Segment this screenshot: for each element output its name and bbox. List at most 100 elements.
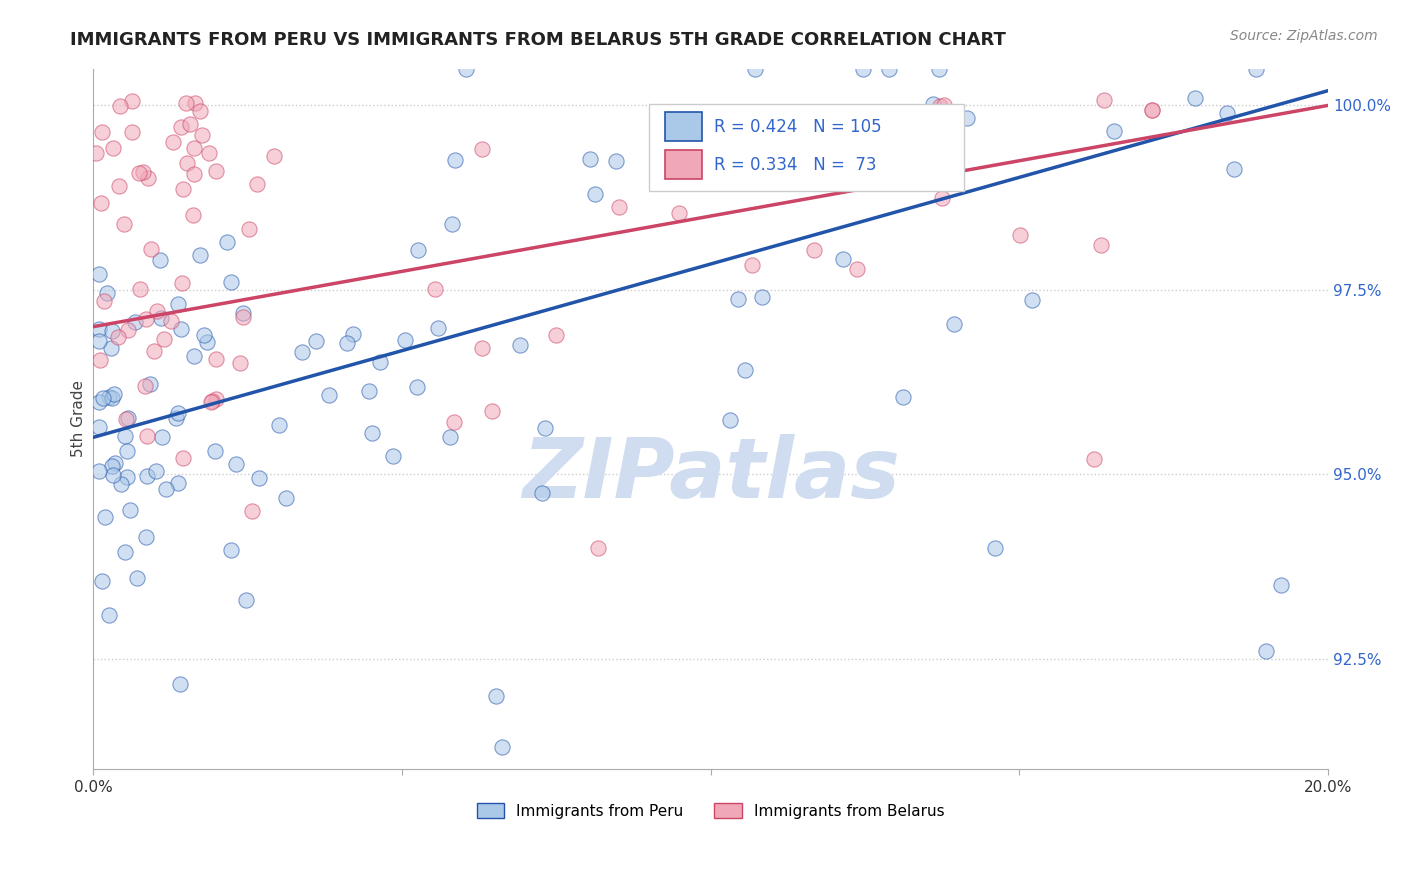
Point bbox=[357, 384, 380, 398]
Point bbox=[184, 95, 207, 110]
Point bbox=[232, 310, 254, 325]
Point bbox=[114, 429, 136, 443]
Point bbox=[605, 153, 627, 168]
Point bbox=[104, 456, 127, 470]
Point bbox=[544, 328, 567, 343]
Point bbox=[891, 390, 914, 404]
Point bbox=[232, 306, 254, 320]
Point bbox=[94, 510, 117, 524]
Point bbox=[101, 458, 124, 473]
Point bbox=[128, 281, 150, 295]
Point bbox=[195, 335, 218, 350]
Point bbox=[491, 740, 513, 755]
Point bbox=[89, 395, 111, 409]
Point bbox=[276, 491, 298, 506]
Point bbox=[103, 387, 125, 401]
Point bbox=[361, 426, 384, 441]
Point bbox=[221, 542, 243, 557]
Point bbox=[162, 135, 184, 149]
Point bbox=[770, 112, 793, 127]
Point bbox=[405, 380, 427, 394]
Point bbox=[125, 571, 148, 585]
Point bbox=[183, 349, 205, 363]
Point bbox=[201, 394, 224, 409]
Point bbox=[534, 421, 557, 435]
Point bbox=[931, 191, 953, 205]
Point bbox=[751, 290, 773, 304]
Point bbox=[115, 411, 138, 425]
Text: R = 0.424   N = 105: R = 0.424 N = 105 bbox=[714, 118, 882, 136]
Point bbox=[183, 141, 205, 155]
Text: R = 0.334   N =  73: R = 0.334 N = 73 bbox=[714, 155, 877, 174]
Point bbox=[89, 464, 111, 478]
Point bbox=[145, 464, 167, 478]
Point bbox=[155, 483, 177, 497]
Point bbox=[727, 293, 749, 307]
Point bbox=[114, 545, 136, 559]
Point bbox=[454, 62, 477, 76]
Point bbox=[150, 430, 173, 444]
Point bbox=[443, 153, 465, 167]
Point bbox=[741, 258, 763, 272]
Point bbox=[166, 406, 188, 420]
Point bbox=[668, 206, 690, 220]
Point bbox=[128, 166, 150, 180]
Point bbox=[91, 125, 114, 139]
Point bbox=[879, 150, 901, 164]
Point bbox=[382, 449, 405, 463]
Point bbox=[215, 235, 238, 249]
Point bbox=[1010, 228, 1032, 243]
Point bbox=[167, 476, 190, 491]
Point bbox=[394, 333, 416, 347]
Point bbox=[149, 252, 172, 267]
Point bbox=[1092, 93, 1115, 107]
Point bbox=[238, 222, 260, 236]
Point bbox=[586, 541, 609, 555]
Point bbox=[169, 676, 191, 690]
Point bbox=[172, 182, 194, 196]
Point bbox=[718, 413, 741, 427]
Point bbox=[406, 243, 429, 257]
Text: Source: ZipAtlas.com: Source: ZipAtlas.com bbox=[1230, 29, 1378, 43]
Point bbox=[443, 415, 465, 429]
Point bbox=[90, 574, 112, 588]
Text: ZIPatlas: ZIPatlas bbox=[522, 434, 900, 516]
Point bbox=[134, 379, 156, 393]
Point bbox=[368, 354, 391, 368]
Point bbox=[170, 120, 193, 134]
Point bbox=[100, 391, 122, 405]
Point bbox=[143, 344, 166, 359]
Point bbox=[423, 282, 446, 296]
Point bbox=[803, 243, 825, 257]
Point bbox=[117, 410, 139, 425]
Point bbox=[89, 352, 111, 367]
Point bbox=[509, 338, 531, 352]
Point bbox=[112, 217, 135, 231]
Point bbox=[170, 322, 193, 336]
Point bbox=[183, 167, 205, 181]
Point bbox=[91, 391, 114, 405]
Point bbox=[471, 142, 494, 156]
Point bbox=[115, 443, 138, 458]
Point bbox=[103, 141, 125, 155]
Point bbox=[928, 62, 950, 76]
Point bbox=[1254, 644, 1277, 658]
Point bbox=[484, 689, 506, 703]
Point bbox=[956, 111, 979, 125]
Point bbox=[942, 317, 965, 331]
Point bbox=[921, 97, 943, 112]
Point bbox=[108, 179, 131, 194]
Point bbox=[96, 286, 118, 301]
Point bbox=[89, 334, 111, 348]
Point bbox=[107, 330, 129, 344]
Point bbox=[138, 377, 160, 392]
Point bbox=[225, 457, 247, 471]
Point bbox=[172, 450, 194, 465]
Y-axis label: 5th Grade: 5th Grade bbox=[72, 380, 86, 458]
Point bbox=[1140, 103, 1163, 117]
Point bbox=[100, 341, 122, 355]
Point bbox=[146, 304, 169, 318]
Point bbox=[89, 322, 111, 336]
Point bbox=[219, 275, 242, 289]
Point bbox=[135, 530, 157, 544]
